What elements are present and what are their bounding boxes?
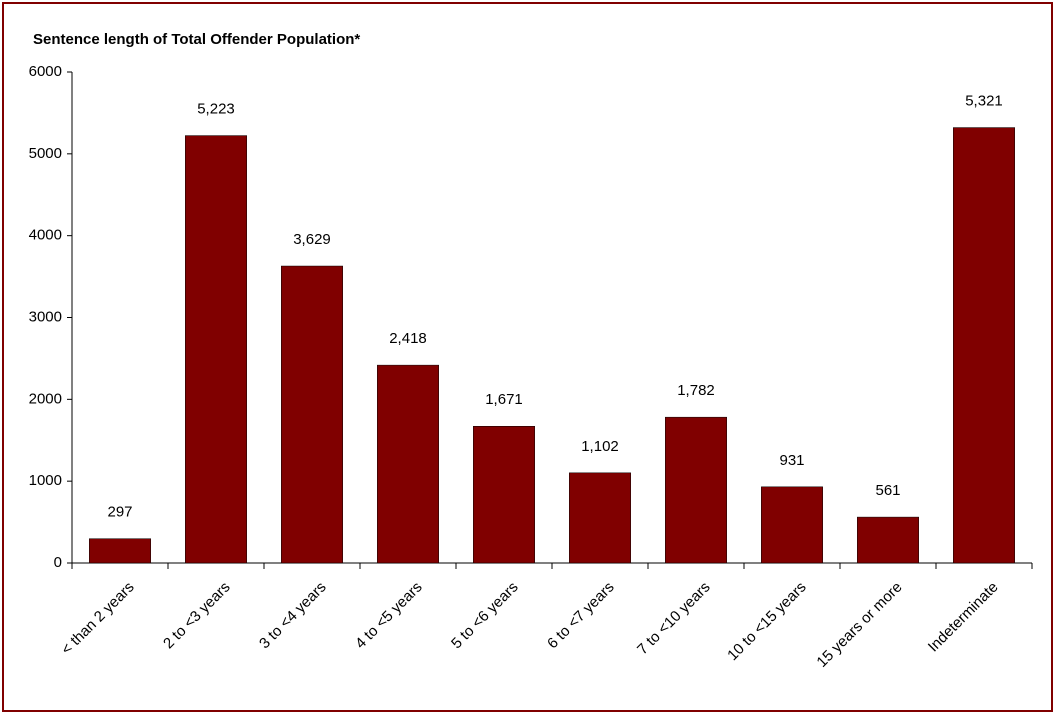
y-tick-label: 6000 xyxy=(29,63,62,80)
value-label: 297 xyxy=(107,504,132,521)
bar xyxy=(185,135,247,564)
x-tick-label: Indeterminate xyxy=(925,579,1002,656)
bar xyxy=(665,416,727,564)
y-tick-label: 1000 xyxy=(29,472,62,489)
bar xyxy=(473,426,535,564)
value-label: 1,782 xyxy=(677,382,715,399)
x-tick-label: 7 to <10 years xyxy=(634,579,714,659)
value-label: 3,629 xyxy=(293,231,331,248)
x-tick-label: 3 to <4 years xyxy=(256,579,330,653)
chart-title: Sentence length of Total Offender Popula… xyxy=(33,31,360,48)
value-label: 561 xyxy=(875,482,900,499)
bar xyxy=(377,364,439,564)
value-label: 1,102 xyxy=(581,438,619,455)
x-tick-label: < than 2 years xyxy=(58,579,138,659)
y-tick-label: 0 xyxy=(54,554,62,571)
x-tick-label: 10 to <15 years xyxy=(724,579,809,664)
y-tick-label: 2000 xyxy=(29,390,62,407)
x-tick-label: 15 years or more xyxy=(813,579,905,671)
value-label: 2,418 xyxy=(389,330,427,347)
x-tick-label: 2 to <3 years xyxy=(160,579,234,653)
bar xyxy=(89,538,151,564)
bar xyxy=(281,265,343,564)
y-tick-label: 5000 xyxy=(29,145,62,162)
y-tick-label: 4000 xyxy=(29,227,62,244)
bar xyxy=(569,472,631,564)
bar xyxy=(953,127,1015,564)
y-tick-label: 3000 xyxy=(29,308,62,325)
value-label: 931 xyxy=(779,452,804,469)
bar xyxy=(761,486,823,564)
x-tick-label: 5 to <6 years xyxy=(448,579,522,653)
value-label: 1,671 xyxy=(485,391,523,408)
x-tick-label: 4 to <5 years xyxy=(352,579,426,653)
bar xyxy=(857,516,919,564)
x-tick-label: 6 to <7 years xyxy=(544,579,618,653)
value-label: 5,223 xyxy=(197,101,235,118)
value-label: 5,321 xyxy=(965,93,1003,110)
